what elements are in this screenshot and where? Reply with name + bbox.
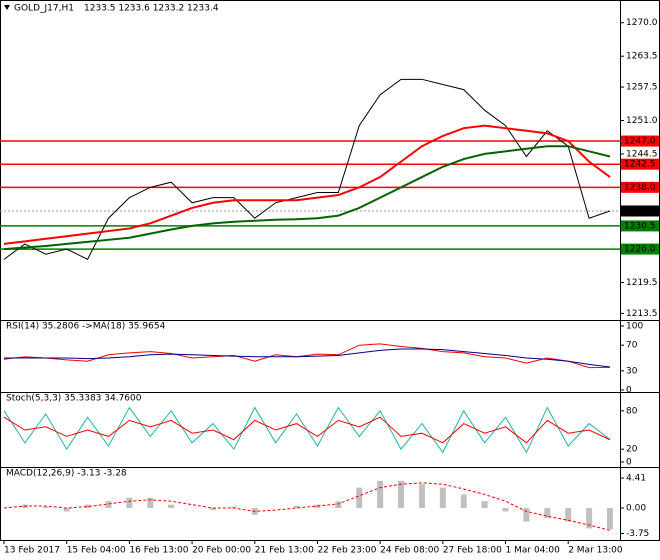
histogram-bar [439,487,446,509]
y-tick-label: 4.41 [626,474,646,484]
y-tick-label: 70 [626,341,638,351]
y-tick-label: 1263.5 [626,52,658,62]
y-tick-label: 20 [626,445,638,455]
y-tick-label: 0 [626,386,632,396]
panel-title: Stoch(5,3,3) 35.3383 34.7600 [6,394,142,404]
level-label-box [621,135,659,147]
x-tick-label: 27 Feb 18:00 [443,546,502,556]
level-label-box [621,181,659,193]
title-marker [4,5,10,10]
series-line [3,124,611,245]
histogram-bar [523,508,530,522]
histogram-bar [418,484,425,509]
level-label-box [621,158,659,170]
last-price-box [621,205,659,217]
histogram-bar [126,497,133,509]
y-tick-label: 1270.0 [626,18,658,28]
level-label: 1230.5 [624,221,656,231]
histogram-bar [481,501,488,509]
y-tick-label: 1257.5 [626,83,658,93]
histogram-bar [209,508,216,511]
histogram-bar [84,504,91,509]
series-line [3,416,611,444]
histogram-bar [544,508,551,519]
x-tick-label: 15 Feb 04:00 [67,546,126,556]
y-tick-label: 0 [626,458,632,468]
histogram-bar [105,501,112,509]
y-tick-label: 30 [626,366,638,376]
histogram-bar [335,501,342,509]
panel-title: RSI(14) 35.2806 ->MA(18) 35.9654 [6,322,166,332]
y-tick-label: 80 [626,406,638,416]
x-tick-label: 16 Feb 13:00 [129,546,188,556]
x-tick-label: 13 Feb 2017 [4,546,60,556]
histogram-bar [398,480,405,509]
x-tick-label: 22 Feb 23:00 [317,546,376,556]
panel-title: GOLD_J17,H1 [14,4,74,14]
level-label-box [621,220,659,232]
y-tick-label: 1244.5 [626,149,658,159]
histogram-bar [502,508,509,512]
histogram-bar [63,508,70,512]
series-line [3,78,611,261]
level-label: 1247.0 [624,137,656,147]
histogram-bar [377,480,384,509]
y-tick-label: 1251.0 [626,116,658,126]
histogram-bar [168,504,175,509]
y-tick-label: -3.75 [626,529,649,539]
histogram-bar [230,506,237,509]
subtitle: 1233.5 1233.6 1233.2 1233.4 [84,4,219,14]
y-tick-label: 1219.5 [626,278,658,288]
histogram-bar [147,497,154,509]
level-label: 1242.5 [624,160,656,170]
histogram-bar [460,494,467,509]
y-tick-label: 1213.5 [626,309,658,319]
level-label-box [621,243,659,255]
x-tick-label: 1 Mar 04:00 [506,546,561,556]
x-tick-label: 21 Feb 13:00 [255,546,314,556]
series-line [3,145,611,251]
y-tick-label: 0.00 [626,504,646,514]
frame [0,0,660,541]
y-tick-label: 100 [626,322,643,332]
last-price-label: 1233.4 [624,207,656,217]
histogram-bar [293,505,300,509]
series-line [3,482,611,531]
panel-title: MACD(12,26,9) -3.13 -3.28 [6,469,127,479]
histogram-bar [565,508,572,522]
histogram-bar [42,506,49,509]
histogram-bar [586,508,593,529]
x-tick-label: 20 Feb 00:00 [192,546,251,556]
level-label: 1238.0 [624,183,656,193]
x-tick-label: 2 Mar 13:00 [568,546,623,556]
level-label: 1226.0 [624,245,656,255]
series-line [3,343,611,369]
histogram-bar [356,487,363,509]
series-line [4,348,611,368]
x-tick-label: 24 Feb 08:00 [380,546,439,556]
histogram-bar [607,508,613,530]
